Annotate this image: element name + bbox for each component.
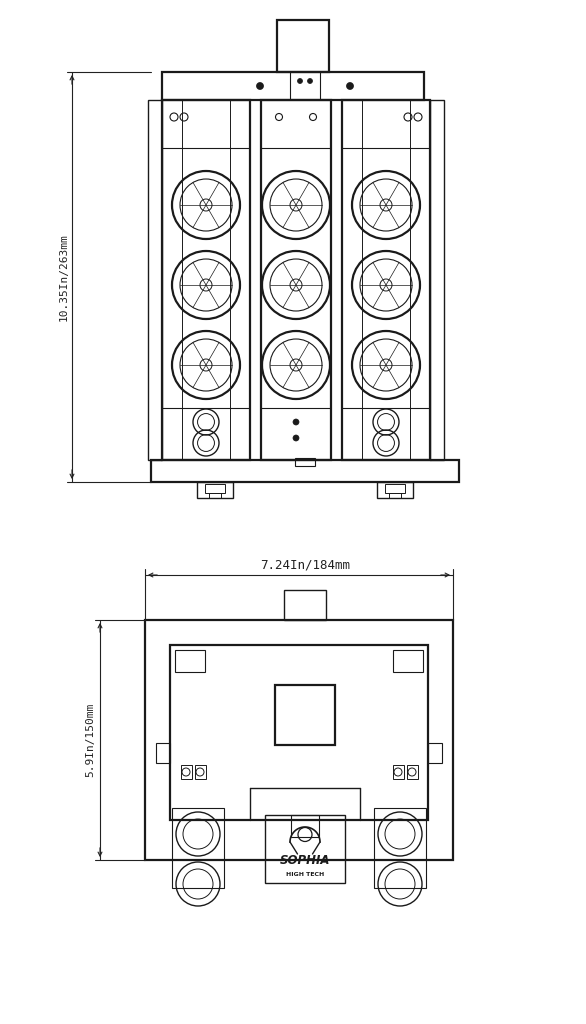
Circle shape [257, 83, 264, 89]
Bar [175, 650, 205, 672]
Bar [295, 458, 315, 466]
Bar [151, 460, 459, 482]
Bar [197, 482, 233, 498]
Bar [342, 100, 430, 460]
Bar [195, 765, 206, 779]
Bar [205, 484, 225, 493]
Bar [209, 493, 221, 498]
Bar [377, 482, 413, 498]
Bar [393, 765, 404, 779]
Bar [389, 493, 401, 498]
Text: 7.24In/184mm: 7.24In/184mm [260, 558, 350, 571]
Circle shape [298, 79, 302, 84]
Circle shape [293, 435, 299, 441]
Bar [284, 590, 326, 620]
Bar [430, 100, 444, 460]
Circle shape [293, 419, 299, 425]
Bar [374, 808, 426, 888]
Bar [148, 100, 162, 460]
Bar [428, 742, 442, 763]
Text: HIGH TECH: HIGH TECH [286, 871, 324, 877]
Bar [162, 100, 250, 460]
Text: SOPHIA: SOPHIA [280, 854, 331, 867]
Bar [407, 765, 418, 779]
Text: 5.9In/150mm: 5.9In/150mm [85, 702, 95, 777]
Bar [393, 650, 423, 672]
Bar [172, 808, 224, 888]
Bar [385, 484, 405, 493]
Bar [291, 815, 319, 837]
Bar [181, 765, 192, 779]
Bar [265, 815, 345, 883]
Bar [162, 72, 424, 100]
Circle shape [346, 83, 353, 89]
Bar [261, 100, 331, 460]
Circle shape [308, 79, 312, 84]
Text: 10.35In/263mm: 10.35In/263mm [59, 233, 69, 321]
Bar [170, 645, 428, 820]
Bar [156, 742, 170, 763]
Bar [275, 685, 335, 745]
Bar [277, 20, 329, 72]
Bar [145, 620, 453, 860]
